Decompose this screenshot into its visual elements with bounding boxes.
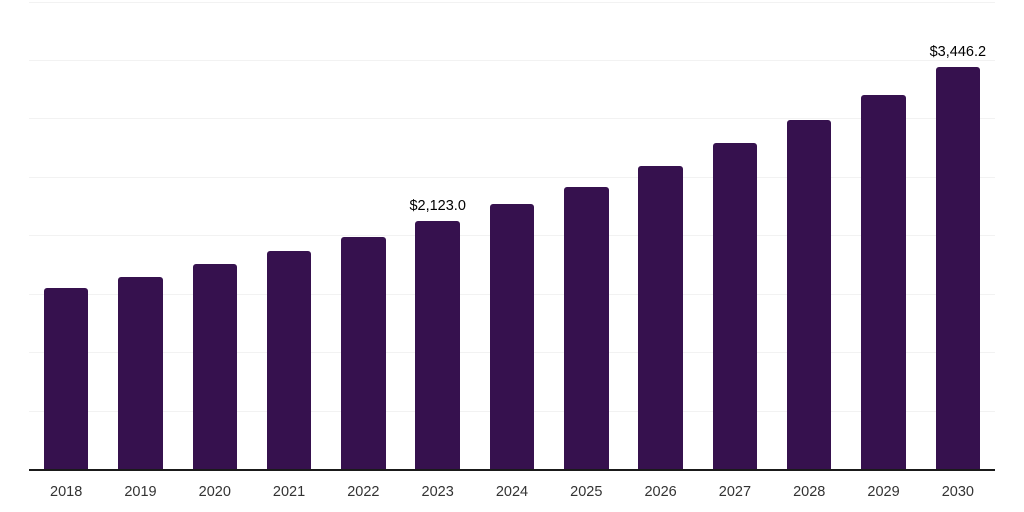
bar-2029 [861, 94, 906, 470]
x-axis-tick-label-2025: 2025 [570, 484, 603, 500]
gridline [29, 59, 995, 61]
x-axis-tick-label-2026: 2026 [644, 484, 677, 500]
bar-2030 [935, 66, 981, 470]
bar-2020 [192, 263, 238, 470]
gridline [29, 1, 995, 3]
bar-2027 [712, 143, 758, 470]
x-axis-tick-label-2020: 2020 [198, 484, 231, 500]
bar-2028 [786, 120, 832, 470]
x-axis-tick-label-2027: 2027 [718, 484, 752, 500]
bar-2024 [489, 204, 535, 470]
bar-2018 [43, 287, 89, 470]
x-axis-tick-label-2019: 2019 [124, 484, 157, 500]
gridline [29, 176, 995, 178]
x-axis-line [29, 468, 995, 471]
x-axis-tick-label-2018: 2018 [50, 484, 83, 500]
bar-2022 [341, 236, 386, 470]
bar-2025 [564, 186, 609, 470]
x-axis-tick-label-2029: 2029 [867, 484, 900, 500]
bar-2021 [266, 250, 312, 470]
bar-value-label-2030: $3,446.2 [929, 43, 987, 60]
bar-2026 [638, 166, 683, 470]
x-axis-tick-label-2028: 2028 [793, 484, 826, 500]
bar-2023 [415, 221, 460, 470]
x-axis-tick-label-2023: 2023 [421, 484, 454, 500]
x-axis-tick-label-2022: 2022 [347, 484, 380, 500]
bar-value-label-2023: $2,123.0 [409, 198, 466, 215]
x-axis-tick-label-2024: 2024 [495, 484, 529, 500]
bar-2019 [118, 277, 163, 470]
gridline [29, 118, 995, 120]
x-axis-tick-label-2021: 2021 [272, 484, 306, 500]
x-axis-tick-label-2030: 2030 [941, 484, 974, 500]
